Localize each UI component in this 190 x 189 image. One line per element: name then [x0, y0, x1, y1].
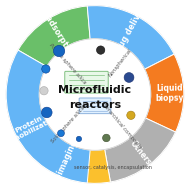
Text: Bioadsorption: Bioadsorption: [35, 2, 76, 60]
Wedge shape: [18, 6, 90, 67]
Circle shape: [97, 46, 105, 54]
Text: Bioimaging: Bioimaging: [50, 138, 79, 188]
Text: Protein
immobilization: Protein immobilization: [0, 108, 60, 147]
Text: Liquid
biopsy: Liquid biopsy: [155, 83, 184, 103]
Wedge shape: [6, 50, 90, 183]
FancyBboxPatch shape: [65, 71, 108, 93]
Text: Porous sphere silica: Porous sphere silica: [48, 43, 87, 86]
FancyBboxPatch shape: [79, 98, 111, 114]
Text: Microfluidic: Microfluidic: [59, 85, 131, 95]
Circle shape: [76, 136, 82, 142]
Circle shape: [58, 130, 64, 137]
Circle shape: [41, 107, 52, 118]
Text: reactors: reactors: [69, 100, 121, 110]
Text: Hierarchical composite: Hierarchical composite: [100, 101, 142, 150]
Text: sensor, catalysis, encapsulation: sensor, catalysis, encapsulation: [74, 165, 152, 170]
Circle shape: [124, 73, 134, 82]
Circle shape: [53, 45, 65, 57]
Circle shape: [42, 65, 50, 73]
Circle shape: [6, 6, 184, 183]
Circle shape: [127, 111, 135, 119]
Wedge shape: [20, 124, 110, 183]
Text: Solid sphere silica: Solid sphere silica: [50, 105, 86, 144]
Wedge shape: [145, 54, 184, 132]
Text: Drug delivery: Drug delivery: [112, 0, 150, 58]
Circle shape: [103, 134, 110, 142]
Wedge shape: [105, 118, 176, 182]
Text: Others: Others: [128, 139, 154, 168]
Circle shape: [40, 87, 48, 95]
Circle shape: [39, 39, 151, 150]
Text: Nonspherical: Nonspherical: [107, 47, 133, 78]
Wedge shape: [87, 6, 174, 69]
